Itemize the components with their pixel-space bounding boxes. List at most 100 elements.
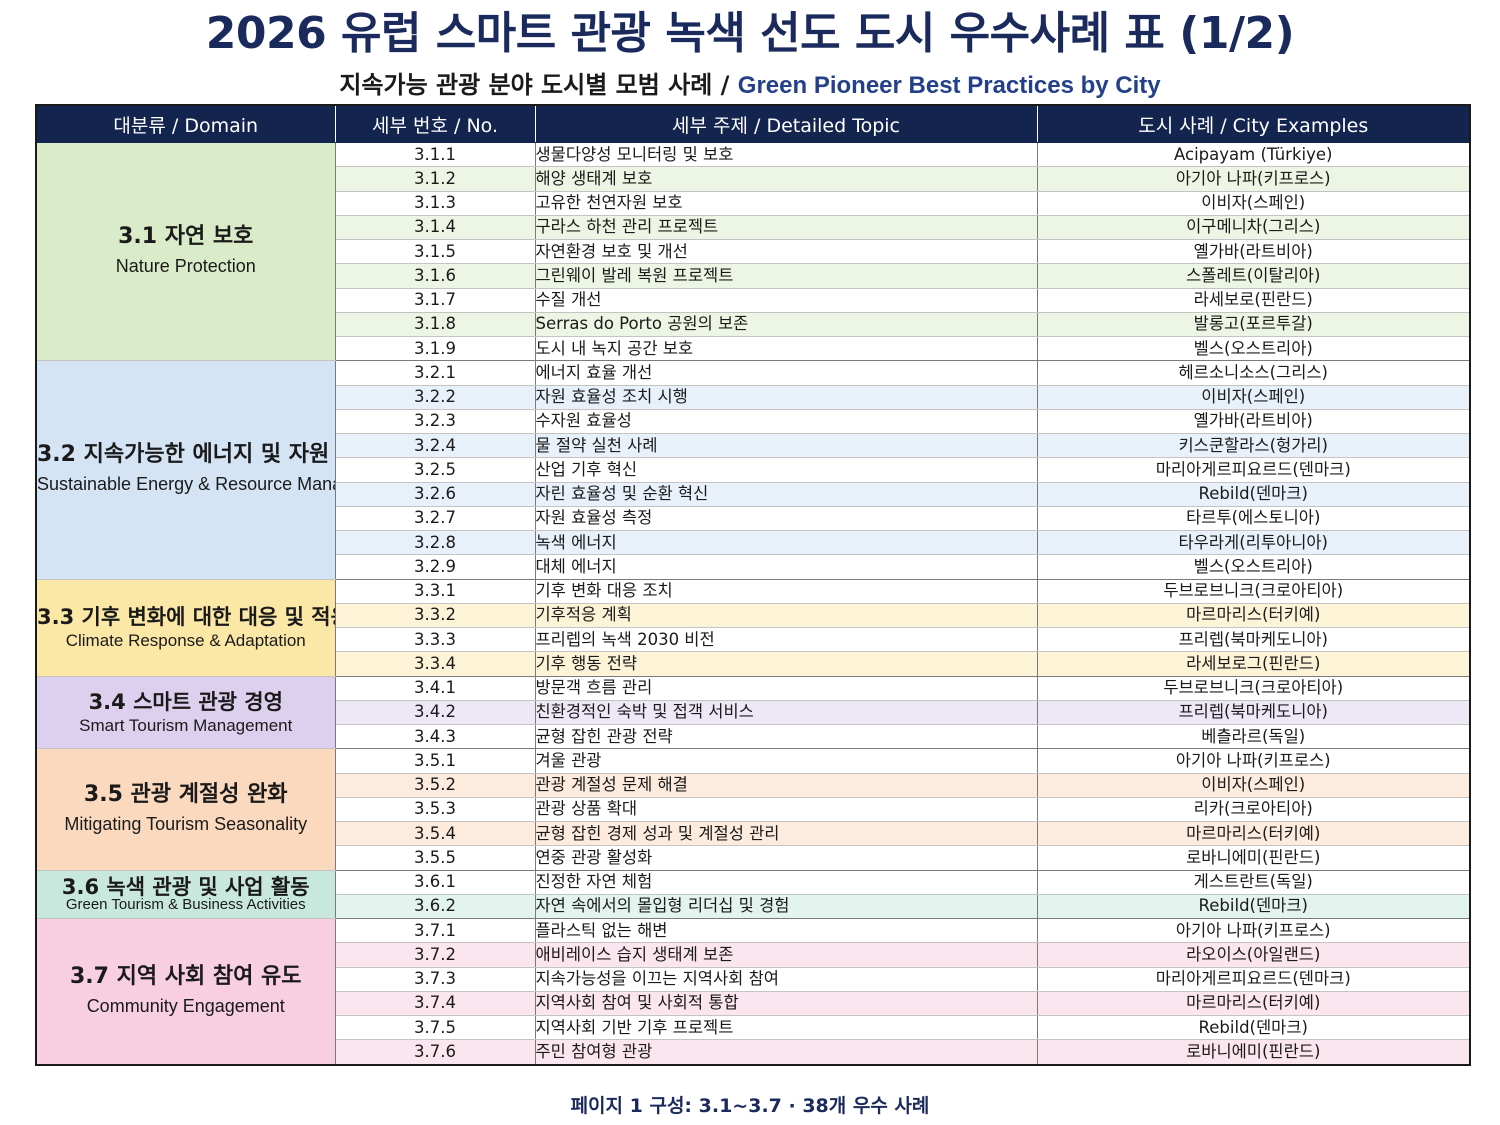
table-row: 3.1.4 구라스 하천 관리 프로젝트 이구메니차(그리스) [36,215,1471,241]
cell-no: 3.7.1 [334,918,536,944]
cell-topic: 도시 내 녹지 공간 보호 [534,336,1038,362]
cell-city: 라세보로(핀란드) [1036,288,1471,313]
domain-title-korean: 3.4 스마트 관광 경영 [88,689,283,714]
table-row: 3.1.5 자연환경 보호 및 개선 옐가바(라트비아) [36,239,1471,265]
cell-no: 3.4.1 [334,676,536,701]
cell-no: 3.1.4 [334,215,536,241]
table-row: 3.5.2 관광 계절성 문제 해결 이비자(스페인) [36,773,1471,798]
cell-no: 3.1.8 [334,312,536,338]
cell-topic: 지역사회 기반 기후 프로젝트 [534,1015,1038,1041]
table-row: 3.2.9 대체 에너지 벨스(오스트리아) [36,554,1471,580]
table-row: 3.3.4 기후 행동 전략 라세보로그(핀란드) [36,651,1471,677]
cell-topic: 그린웨이 발레 복원 프로젝트 [534,263,1038,289]
cell-city: 옐가바(라트비아) [1036,239,1471,265]
cell-no: 3.7.2 [334,942,536,968]
cell-topic: 친환경적인 숙박 및 접객 서비스 [534,700,1038,726]
cell-city: 로바니에미(핀란드) [1036,1039,1471,1065]
cell-no: 3.1.6 [334,263,536,289]
cell-no: 3.5.3 [334,797,536,823]
table-row: 3.2.7 자원 효율성 측정 타르투(에스토니아) [36,506,1471,532]
cell-city: 옐가바(라트비아) [1036,409,1471,435]
domain-cell: 3.6 녹색 관광 및 사업 활동 Green Tourism & Busines… [35,870,336,919]
cell-no: 3.1.9 [334,336,536,362]
cell-topic: 고유한 천연자원 보호 [534,191,1038,216]
table-row: 3.5 관광 계절성 완화 Mitigating Tourism Seasonal… [35,748,1471,871]
cell-city: 마리아게르피요르드(덴마크) [1036,457,1471,483]
cell-city: 프리렙(북마케도니아) [1036,700,1471,726]
cell-city: 게스트란트(독일) [1036,870,1471,895]
table-row: 3.7.6 주민 참여형 관광 로바니에미(핀란드) [36,1039,1471,1065]
page-title: 2026 유럽 스마트 관광 녹색 선도 도시 우수사례 표 (1/2) [205,8,1295,59]
cell-topic: 자원 효율성 조치 시행 [534,385,1038,410]
cell-topic: 지속가능성을 이끄는 지역사회 참여 [534,967,1038,992]
domain-cell: 3.1 자연 보호 Nature Protection [35,142,336,362]
cell-city: 이비자(스페인) [1036,191,1471,216]
domain-cell: 3.7 지역 사회 참여 유도 Community Engagement [35,918,336,1065]
table-row: 3.6.2 자연 속에서의 몰입형 리더십 및 경험 Rebild(덴마크) [36,894,1471,920]
table-row: 3.2.4 물 절약 실천 사례 키스쿤할라스(헝가리) [36,433,1471,459]
cell-topic: 균형 잡힌 경제 성과 및 계절성 관리 [534,821,1038,847]
cell-topic: Serras do Porto 공원의 보존 [534,312,1038,338]
cell-topic: 균형 잡힌 관광 전략 [534,724,1038,750]
domain-cell: 3.2 지속가능한 에너지 및 자원 관리 Sustainable Energy … [35,360,336,580]
cell-city: Acipayam (Türkiye) [1036,142,1471,168]
cell-city: 아기아 나파(키프로스) [1036,918,1471,944]
domain-title-korean: 3.5 관광 계절성 완화 [83,781,288,807]
cell-no: 3.6.1 [334,870,536,895]
cell-city: Rebild(덴마크) [1036,1015,1471,1041]
cell-no: 3.7.4 [334,991,536,1017]
table-row: 3.5.4 균형 잡힌 경제 성과 및 계절성 관리 마르마리스(터키예) [36,821,1471,847]
table-row: 3.2.8 녹색 에너지 타우라게(리투아니아) [36,530,1471,556]
cell-city: 두브로브니크(크로아티아) [1036,676,1471,701]
table-row: 3.3.3 프리렙의 녹색 2030 비전 프리렙(북마케도니아) [36,627,1471,653]
cell-city: 헤르소니소스(그리스) [1036,360,1471,386]
cell-no: 3.3.2 [334,603,536,629]
cell-no: 3.2.3 [334,409,536,435]
table-row: 3.7.3 지속가능성을 이끄는 지역사회 참여 마리아게르피요르드(덴마크) [36,967,1471,992]
cell-city: 타우라게(리투아니아) [1036,530,1471,556]
cell-no: 3.7.5 [334,1015,536,1041]
cell-city: 두브로브니크(크로아티아) [1036,579,1471,604]
cell-city: 이비자(스페인) [1036,773,1471,798]
cell-city: 벨스(오스트리아) [1036,554,1471,580]
cell-no: 3.5.5 [334,845,536,871]
cell-city: 라세보로그(핀란드) [1036,651,1471,677]
cell-city: 타르투(에스토니아) [1036,506,1471,532]
table-row: 3.4.3 균형 잡힌 관광 전략 베츨라르(독일) [36,724,1471,750]
cell-topic: 대체 에너지 [534,554,1038,580]
cell-city: 아기아 나파(키프로스) [1036,748,1471,774]
page-footer: 페이지 1 구성: 3.1~3.7 · 38개 우수 사례 [570,1095,930,1117]
cell-topic: 구라스 하천 관리 프로젝트 [534,215,1038,241]
cell-city: 이구메니차(그리스) [1036,215,1471,241]
best-practices-table: 대분류 / Domain 세부 번호 / No. 세부 주제 / Detaile… [35,104,1471,1066]
cell-topic: 기후 행동 전략 [534,651,1038,677]
cell-topic: 진정한 자연 체험 [534,870,1038,895]
cell-city: 마리아게르피요르드(덴마크) [1036,967,1471,992]
table-row: 3.2.5 산업 기후 혁신 마리아게르피요르드(덴마크) [36,457,1471,483]
cell-no: 3.3.3 [334,627,536,653]
header-no: 세부 번호 / No. [334,105,536,143]
cell-no: 3.2.9 [334,554,536,580]
table-row: 3.3.2 기후적응 계획 마르마리스(터키예) [36,603,1471,629]
table-row: 3.1.6 그린웨이 발레 복원 프로젝트 스폴레트(이탈리아) [36,263,1471,289]
cell-topic: 자린 효율성 및 순환 혁신 [534,482,1038,507]
cell-city: 마르마리스(터키예) [1036,821,1471,847]
table-row: 3.2.6 자린 효율성 및 순환 혁신 Rebild(덴마크) [36,482,1471,507]
domain-title-english: Smart Tourism Management [79,715,293,735]
cell-city: 마르마리스(터키예) [1036,603,1471,629]
cell-topic: 주민 참여형 관광 [534,1039,1038,1065]
domain-title-english: Nature Protection [115,256,256,277]
domain-title-korean: 3.7 지역 사회 참여 유도 [69,963,302,989]
cell-no: 3.7.3 [334,967,536,992]
cell-topic: 기후적응 계획 [534,603,1038,629]
cell-no: 3.1.1 [334,142,536,168]
cell-topic: 프리렙의 녹색 2030 비전 [534,627,1038,653]
cell-topic: 물 절약 실천 사례 [534,433,1038,459]
cell-no: 3.2.6 [334,482,536,507]
cell-topic: 방문객 흐름 관리 [534,676,1038,701]
cell-topic: 에너지 효율 개선 [534,360,1038,386]
cell-no: 3.3.1 [334,579,536,604]
cell-no: 3.1.7 [334,288,536,313]
cell-city: Rebild(덴마크) [1036,894,1471,920]
cell-city: 스폴레트(이탈리아) [1036,263,1471,289]
